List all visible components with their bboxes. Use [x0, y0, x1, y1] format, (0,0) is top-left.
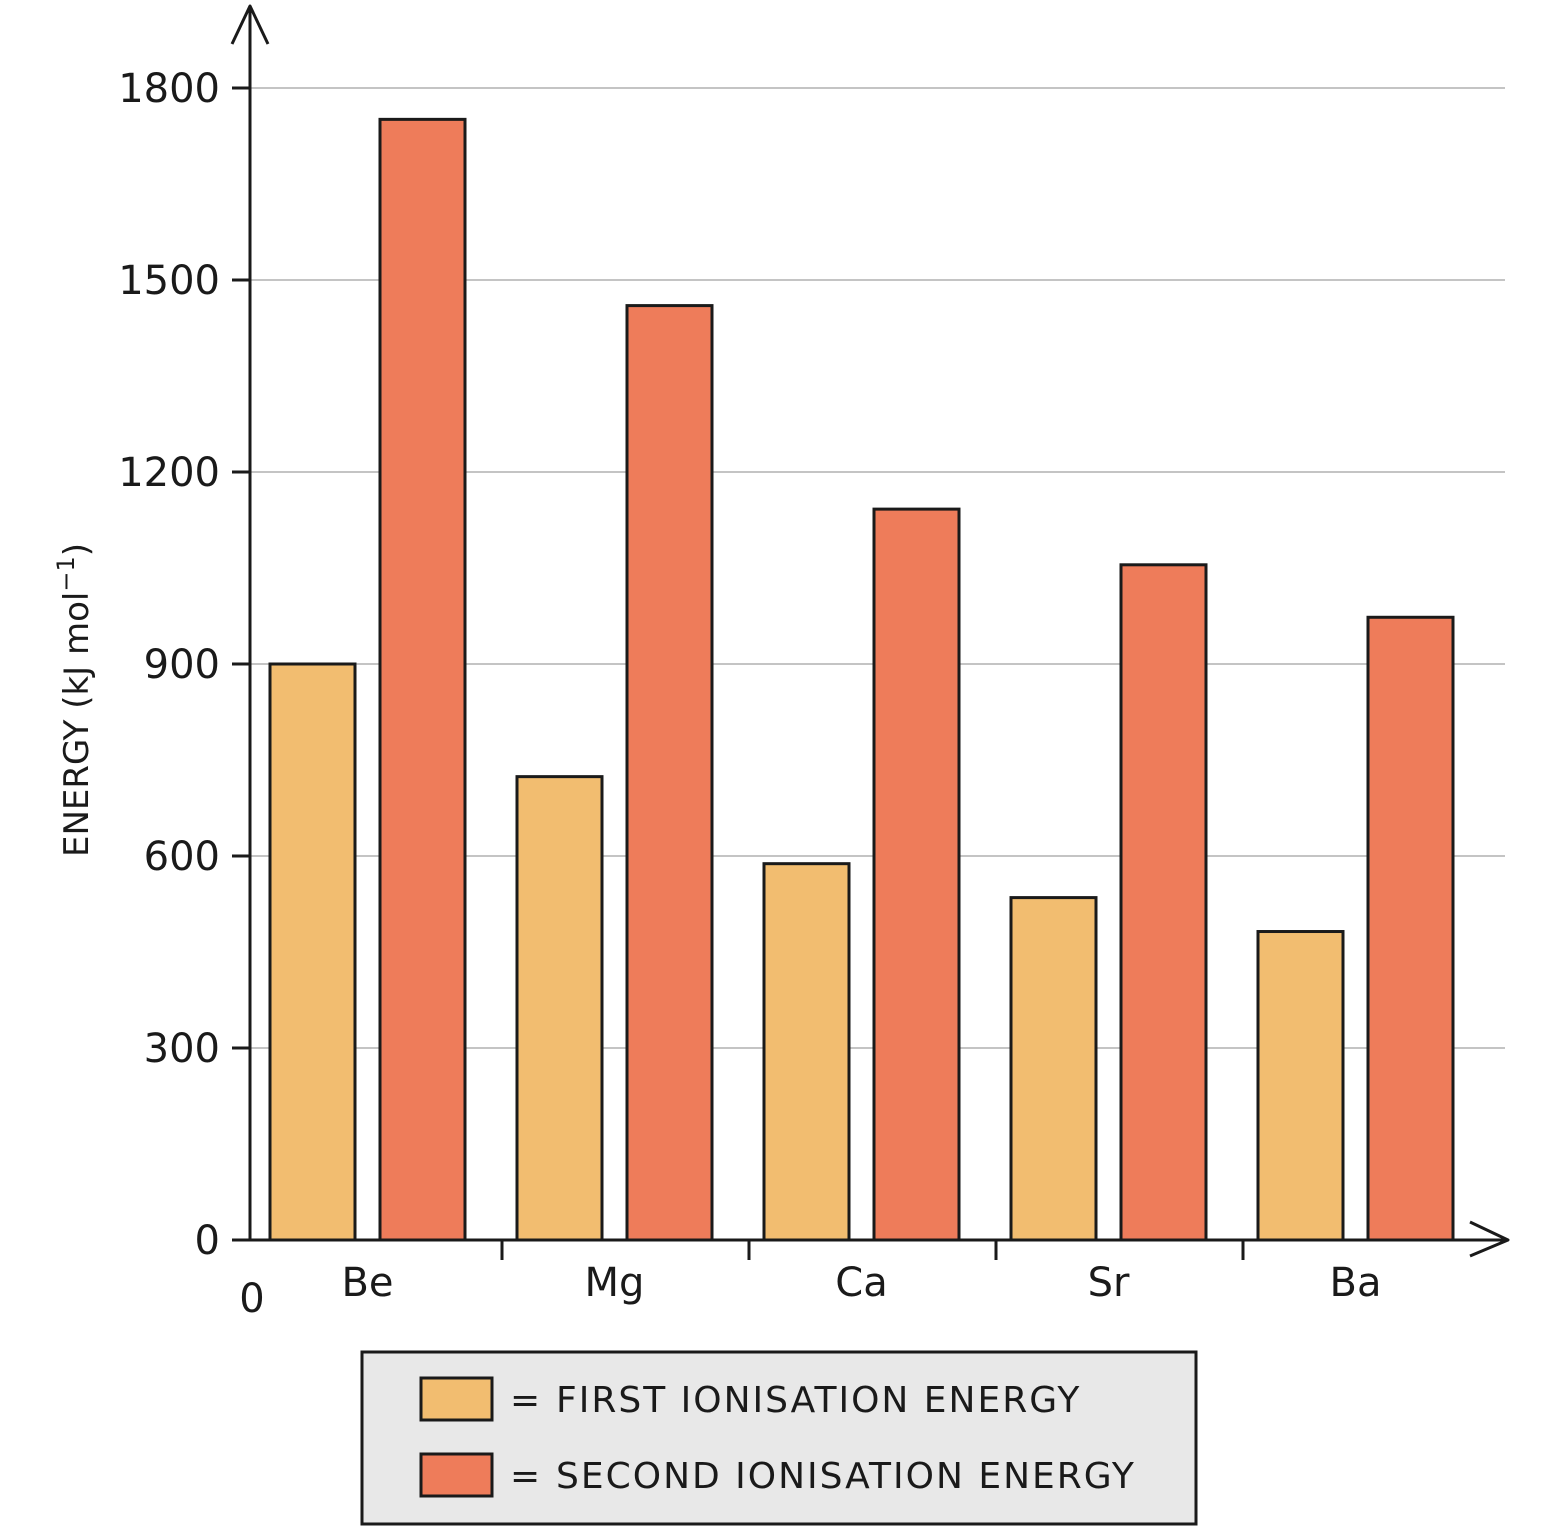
y-axis-label: ENERGY (kJ mol−1): [52, 543, 97, 857]
bar-mg-first: [515, 775, 604, 1242]
x-tick-label: Sr: [1088, 1260, 1130, 1306]
y-tick-label: 1200: [118, 450, 220, 496]
x-tick-label: Mg: [585, 1260, 645, 1306]
bar-be-first: [268, 662, 357, 1242]
legend-swatch-second: [419, 1452, 494, 1498]
x-tick-label: Ba: [1330, 1260, 1382, 1306]
y-axis-label-close: ): [57, 543, 97, 556]
axes: 0: [230, 4, 1510, 1322]
y-tick-label: 900: [144, 642, 220, 688]
bar-ca-first: [762, 862, 851, 1242]
y-tick-label: 600: [144, 834, 220, 880]
bars: [268, 117, 1455, 1242]
y-axis-label-text: ENERGY (kJ mol: [57, 592, 97, 857]
x-tick-label: Ca: [835, 1260, 887, 1306]
origin-label: 0: [239, 1276, 264, 1322]
bar-mg-second: [625, 304, 714, 1242]
svg-text:ENERGY (kJ mol−1): ENERGY (kJ mol−1): [52, 543, 97, 857]
bar-ba-first: [1256, 930, 1345, 1242]
bar-ba-second: [1366, 615, 1455, 1242]
y-tick-label: 300: [144, 1026, 220, 1072]
y-axis-arrow: [230, 4, 270, 45]
bar-sr-first: [1009, 896, 1098, 1242]
x-tick-label: Be: [341, 1260, 393, 1306]
legend-equals: =: [510, 1380, 542, 1421]
legend-box: [360, 1350, 1198, 1526]
legend-label-first: FIRST IONISATION ENERGY: [556, 1380, 1081, 1421]
y-tick-label: 1800: [118, 66, 220, 112]
y-tick-label: 1500: [118, 258, 220, 304]
bar-sr-second: [1119, 563, 1208, 1242]
bar-ca-second: [872, 507, 961, 1242]
y-ticks: 0 300 600 900 1200 1500 1800: [118, 66, 250, 1264]
legend-swatch-first: [419, 1376, 494, 1422]
legend: = FIRST IONISATION ENERGY = SECOND IONISATI…: [360, 1350, 1198, 1526]
legend-equals: =: [510, 1456, 542, 1497]
bar-be-second: [378, 117, 467, 1242]
x-ticks: Be Mg Ca Sr Ba: [341, 1240, 1381, 1306]
x-axis-arrow: [1469, 1220, 1510, 1258]
legend-label-second: SECOND IONISATION ENERGY: [556, 1456, 1136, 1497]
y-axis-label-sup: −1: [52, 556, 80, 591]
y-tick-label: 0: [195, 1218, 220, 1264]
